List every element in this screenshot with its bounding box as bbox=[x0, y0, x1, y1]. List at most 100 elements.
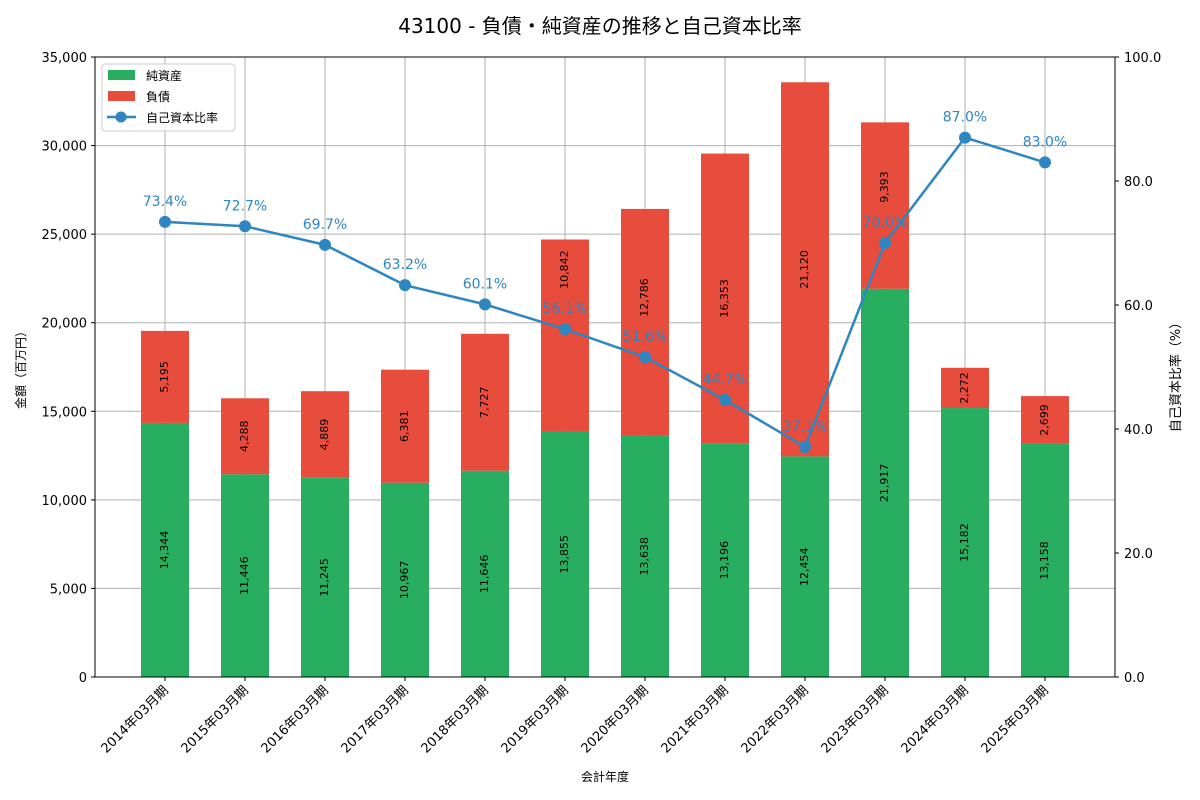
legend-label-net-assets: 純資産 bbox=[146, 68, 182, 83]
data-label-liabilities: 4,288 bbox=[238, 421, 251, 453]
point-equity-ratio bbox=[799, 440, 811, 453]
plot-frame bbox=[94, 56, 1116, 678]
point-equity-ratio bbox=[319, 238, 331, 251]
data-label-net-assets: 11,245 bbox=[318, 558, 331, 597]
point-equity-ratio bbox=[639, 351, 651, 364]
data-label-liabilities: 16,353 bbox=[718, 279, 731, 318]
bar-net-assets bbox=[541, 431, 589, 677]
data-label-liabilities: 21,120 bbox=[798, 250, 811, 289]
data-label-liabilities: 10,842 bbox=[558, 250, 571, 289]
bar-net-assets bbox=[941, 408, 989, 677]
point-equity-ratio bbox=[479, 298, 491, 311]
data-label-equity-ratio: 87.0% bbox=[943, 110, 987, 126]
data-label-equity-ratio: 69.7% bbox=[303, 217, 347, 233]
x-tick-label: 2017年03月期 bbox=[339, 683, 412, 756]
data-label-liabilities: 2,699 bbox=[1038, 404, 1051, 436]
y-tick-label: 30,000 bbox=[42, 140, 88, 155]
legend-label-liabilities: 負債 bbox=[146, 89, 170, 104]
y-tick-label: 25,000 bbox=[42, 228, 88, 243]
legend-label-equity-ratio: 自己資本比率 bbox=[146, 110, 218, 125]
data-label-net-assets: 13,638 bbox=[638, 537, 651, 576]
x-tick-label: 2025年03月期 bbox=[979, 683, 1052, 756]
bar-liabilities bbox=[621, 208, 669, 436]
line-equity-ratio bbox=[164, 136, 1046, 449]
y2-tick-label: 100.0 bbox=[1124, 51, 1161, 66]
bar-net-assets bbox=[381, 482, 429, 677]
data-label-equity-ratio: 60.1% bbox=[463, 276, 507, 292]
x-tick-label: 2015年03月期 bbox=[179, 683, 252, 756]
data-label-liabilities: 7,727 bbox=[478, 387, 491, 419]
y2-tick-label: 80.0 bbox=[1124, 175, 1153, 190]
bar-liabilities bbox=[301, 391, 349, 478]
bar-liabilities bbox=[141, 330, 189, 423]
data-label-liabilities: 2,272 bbox=[958, 372, 971, 404]
y-tick-label: 15,000 bbox=[42, 405, 88, 420]
data-label-equity-ratio: 56.1% bbox=[543, 301, 587, 317]
legend-swatch-net-assets bbox=[108, 70, 135, 80]
legend-box bbox=[101, 63, 236, 132]
data-label-net-assets: 10,967 bbox=[398, 561, 411, 600]
bar-liabilities bbox=[381, 369, 429, 483]
bar-net-assets bbox=[781, 456, 829, 677]
data-label-net-assets: 13,196 bbox=[718, 541, 731, 580]
x-axis-label: 会計年度 bbox=[581, 769, 629, 784]
bar-liabilities bbox=[781, 82, 829, 457]
data-label-equity-ratio: 63.2% bbox=[383, 257, 427, 273]
data-label-liabilities: 9,393 bbox=[878, 171, 891, 203]
bar-net-assets bbox=[221, 474, 269, 677]
point-equity-ratio bbox=[719, 393, 731, 406]
data-label-net-assets: 12,454 bbox=[798, 547, 811, 586]
x-tick-label: 2019年03月期 bbox=[499, 683, 572, 756]
point-equity-ratio bbox=[1039, 156, 1051, 169]
data-label-equity-ratio: 72.7% bbox=[223, 198, 267, 214]
data-label-liabilities: 5,195 bbox=[158, 361, 171, 393]
x-tick-label: 2016年03月期 bbox=[259, 683, 332, 756]
data-label-equity-ratio: 73.4% bbox=[143, 194, 187, 210]
bar-net-assets bbox=[621, 435, 669, 677]
data-label-equity-ratio: 83.0% bbox=[1023, 134, 1067, 150]
point-equity-ratio bbox=[239, 220, 251, 233]
data-label-equity-ratio: 70.0% bbox=[863, 215, 907, 231]
x-tick-label: 2024年03月期 bbox=[899, 683, 972, 756]
x-tick-label: 2021年03月期 bbox=[659, 683, 732, 756]
data-label-net-assets: 11,446 bbox=[238, 556, 251, 595]
point-equity-ratio bbox=[399, 279, 411, 292]
data-label-net-assets: 11,646 bbox=[478, 555, 491, 594]
x-tick-label: 2020年03月期 bbox=[579, 683, 652, 756]
y2-tick-label: 20.0 bbox=[1124, 547, 1153, 562]
data-label-net-assets: 15,182 bbox=[958, 523, 971, 562]
bar-liabilities bbox=[941, 367, 989, 409]
y-tick-label: 20,000 bbox=[42, 317, 88, 332]
y-axis-label: 金額（百万円） bbox=[13, 325, 28, 409]
y-tick-label: 10,000 bbox=[42, 494, 88, 509]
point-equity-ratio bbox=[559, 323, 571, 336]
data-label-net-assets: 13,158 bbox=[1038, 541, 1051, 580]
x-tick-label: 2022年03月期 bbox=[739, 683, 812, 756]
data-label-net-assets: 14,344 bbox=[158, 531, 171, 570]
bar-liabilities bbox=[221, 398, 269, 475]
data-label-net-assets: 21,917 bbox=[878, 464, 891, 503]
legend-marker-equity-ratio bbox=[115, 111, 127, 123]
bar-liabilities bbox=[861, 122, 909, 289]
y-tick-label: 35,000 bbox=[42, 51, 88, 66]
point-equity-ratio bbox=[159, 215, 171, 228]
y2-axis-label: 自己資本比率（%） bbox=[1168, 316, 1184, 432]
y2-tick-label: 0.0 bbox=[1124, 671, 1145, 686]
bar-net-assets bbox=[461, 470, 509, 677]
bar-net-assets bbox=[301, 477, 349, 677]
data-label-liabilities: 6,381 bbox=[398, 410, 411, 442]
data-label-liabilities: 4,889 bbox=[318, 419, 331, 451]
bar-net-assets bbox=[701, 443, 749, 677]
x-tick-label: 2014年03月期 bbox=[99, 683, 172, 756]
data-label-equity-ratio: 37.1% bbox=[783, 419, 827, 435]
bar-liabilities bbox=[461, 333, 509, 471]
point-equity-ratio bbox=[959, 131, 971, 144]
bar-liabilities bbox=[1021, 396, 1069, 444]
data-label-equity-ratio: 44.7% bbox=[703, 372, 747, 388]
data-label-liabilities: 12,786 bbox=[638, 278, 651, 317]
y2-tick-label: 40.0 bbox=[1124, 423, 1153, 438]
data-label-net-assets: 13,855 bbox=[558, 535, 571, 574]
legend-swatch-liabilities bbox=[108, 91, 135, 101]
bar-net-assets bbox=[141, 422, 189, 677]
